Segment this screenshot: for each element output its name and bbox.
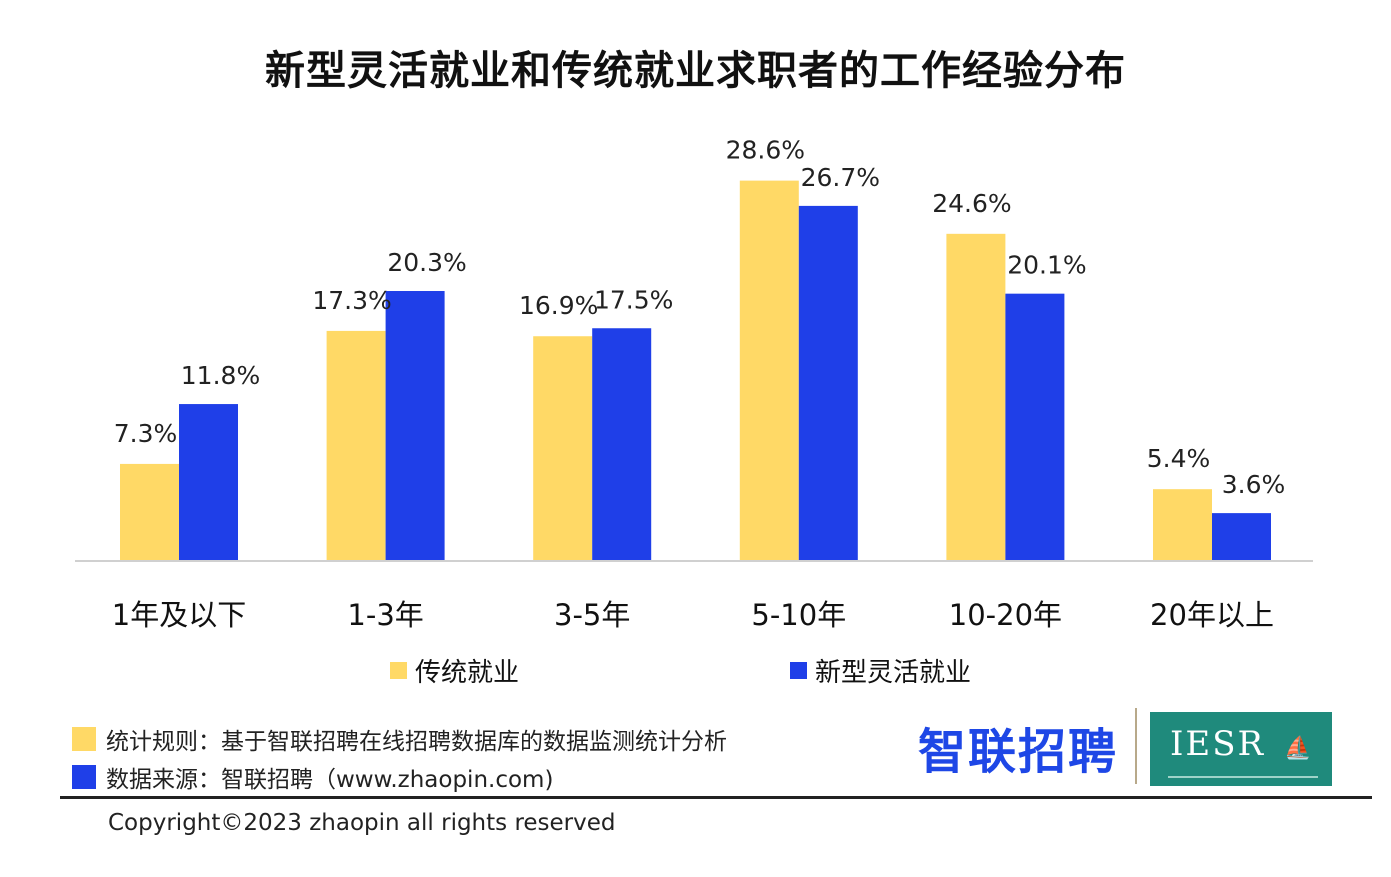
value-label-traditional-3-5: 16.9% xyxy=(519,291,598,320)
category-labels-group: 1年及以下 1-3年 3-5年 5-10年 10-20年 20年以上 xyxy=(112,598,1274,632)
zhaopin-logo: 智联招聘 xyxy=(918,724,1119,780)
value-label-flexible-5-10: 26.7% xyxy=(801,163,880,192)
iesr-logo-underline xyxy=(1168,776,1318,778)
value-label-flexible-1-3: 20.3% xyxy=(387,248,466,277)
value-label-flexible-ge20: 3.6% xyxy=(1222,470,1286,499)
value-label-flexible-le1: 11.8% xyxy=(181,361,260,390)
category-label-le1: 1年及以下 xyxy=(112,598,246,632)
boat-icon: ⛵ xyxy=(1284,736,1312,761)
value-label-flexible-10-20: 20.1% xyxy=(1007,251,1086,280)
value-label-traditional-10-20: 24.6% xyxy=(932,189,1011,218)
legend-label-flexible: 新型灵活就业 xyxy=(815,658,972,688)
category-label-3-5: 3-5年 xyxy=(554,598,630,632)
bar-traditional-3-5 xyxy=(533,336,593,561)
stat-rule-note: 统计规则：基于智联招聘在线招聘数据库的数据监测统计分析 xyxy=(72,722,727,756)
stat-rule-swatch xyxy=(72,727,96,751)
iesr-logo: IESR ⛵ xyxy=(1150,712,1332,786)
legend-item-flexible: 新型灵活就业 xyxy=(790,652,971,689)
bars-group xyxy=(120,180,1271,561)
chart-title: 新型灵活就业和传统就业求职者的工作经验分布 xyxy=(265,48,1126,94)
legend-label-traditional: 传统就业 xyxy=(415,658,520,688)
legend-swatch-traditional xyxy=(390,662,407,679)
iesr-logo-text: IESR xyxy=(1170,724,1266,764)
stat-rule-text: 统计规则：基于智联招聘在线招聘数据库的数据监测统计分析 xyxy=(106,729,727,755)
bar-traditional-ge20 xyxy=(1153,489,1212,561)
bar-traditional-10-20 xyxy=(946,233,1006,561)
category-label-10-20: 10-20年 xyxy=(949,598,1062,632)
bar-flexible-le1 xyxy=(179,404,238,561)
legend-item-traditional: 传统就业 xyxy=(390,652,519,689)
bar-flexible-10-20 xyxy=(1005,293,1065,561)
data-source-text: 数据来源：智联招聘（www.zhaopin.com) xyxy=(106,767,554,793)
data-source-swatch xyxy=(72,765,96,789)
value-label-traditional-5-10: 28.6% xyxy=(726,136,805,165)
category-label-1-3: 1-3年 xyxy=(347,598,423,632)
copyright-text: Copyright©2023 zhaopin all rights reserv… xyxy=(108,810,616,836)
value-label-traditional-1-3: 17.3% xyxy=(312,286,391,315)
category-label-5-10: 5-10年 xyxy=(751,598,846,632)
bar-flexible-1-3 xyxy=(385,291,445,561)
footer-divider xyxy=(60,796,1372,799)
bar-traditional-5-10 xyxy=(739,180,799,561)
bar-traditional-1-3 xyxy=(326,330,386,561)
bar-traditional-le1 xyxy=(120,463,179,561)
bar-flexible-3-5 xyxy=(592,328,652,561)
data-source-note: 数据来源：智联招聘（www.zhaopin.com) xyxy=(72,760,553,794)
value-label-flexible-3-5: 17.5% xyxy=(594,285,673,314)
value-labels-group: 7.3%11.8% 17.3% 20.3% 16.9%17.5% 28.6%26.7% 2… xyxy=(114,136,1286,500)
value-label-traditional-le1: 7.3% xyxy=(114,419,178,448)
bar-flexible-5-10 xyxy=(798,205,858,561)
bar-flexible-ge20 xyxy=(1212,513,1271,561)
legend-swatch-flexible xyxy=(790,662,807,679)
logo-divider xyxy=(1135,708,1137,784)
category-label-ge20: 20年以上 xyxy=(1150,598,1274,632)
value-label-traditional-ge20: 5.4% xyxy=(1147,444,1211,473)
